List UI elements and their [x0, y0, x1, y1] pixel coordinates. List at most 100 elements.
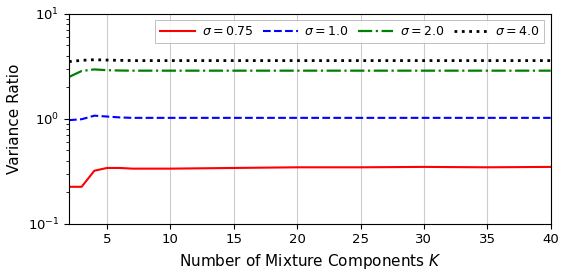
- $\sigma = 4.0$: [256, 59, 263, 62]
- $\sigma = 4.0$: [408, 59, 415, 62]
- $\sigma = 0.75$: [192, 167, 199, 170]
- $\sigma = 4.0$: [421, 59, 427, 62]
- $\sigma = 1.0$: [509, 116, 516, 120]
- $\sigma = 2.0$: [496, 69, 503, 72]
- $\sigma = 2.0$: [458, 69, 465, 72]
- $\sigma = 4.0$: [509, 59, 516, 62]
- Legend: $\sigma = 0.75$, $\sigma = 1.0$, $\sigma = 2.0$, $\sigma = 4.0$: $\sigma = 0.75$, $\sigma = 1.0$, $\sigma…: [156, 20, 544, 43]
- $\sigma = 1.0$: [91, 114, 98, 117]
- $\sigma = 0.75$: [294, 166, 301, 169]
- $\sigma = 0.75$: [421, 165, 427, 168]
- $\sigma = 2.0$: [319, 69, 326, 72]
- $\sigma = 1.0$: [256, 116, 263, 120]
- $\sigma = 1.0$: [192, 116, 199, 120]
- $\sigma = 2.0$: [256, 69, 263, 72]
- $\sigma = 4.0$: [192, 59, 199, 62]
- $\sigma = 2.0$: [192, 69, 199, 72]
- $\sigma = 2.0$: [294, 69, 301, 72]
- $\sigma = 4.0$: [471, 59, 478, 62]
- $\sigma = 0.75$: [395, 165, 402, 169]
- $\sigma = 0.75$: [306, 166, 313, 169]
- $\sigma = 2.0$: [383, 69, 389, 72]
- $\sigma = 0.75$: [78, 185, 85, 188]
- $\sigma = 0.75$: [129, 167, 136, 170]
- Line: $\sigma = 0.75$: $\sigma = 0.75$: [69, 167, 551, 187]
- $\sigma = 2.0$: [522, 69, 529, 72]
- $\sigma = 2.0$: [306, 69, 313, 72]
- $\sigma = 1.0$: [357, 116, 364, 120]
- $\sigma = 4.0$: [142, 59, 148, 62]
- $\sigma = 1.0$: [446, 116, 453, 120]
- $\sigma = 0.75$: [179, 167, 186, 170]
- $\sigma = 1.0$: [370, 116, 376, 120]
- $\sigma = 1.0$: [332, 116, 338, 120]
- $\sigma = 2.0$: [547, 69, 554, 72]
- $\sigma = 1.0$: [243, 116, 250, 120]
- $\sigma = 2.0$: [268, 69, 275, 72]
- $\sigma = 0.75$: [496, 166, 503, 169]
- Line: $\sigma = 2.0$: $\sigma = 2.0$: [69, 70, 551, 77]
- $\sigma = 1.0$: [66, 118, 72, 122]
- $\sigma = 0.75$: [281, 166, 288, 169]
- $\sigma = 1.0$: [535, 116, 542, 120]
- $\sigma = 4.0$: [129, 59, 136, 62]
- $\sigma = 4.0$: [167, 59, 174, 62]
- $\sigma = 4.0$: [370, 59, 376, 62]
- $\sigma = 1.0$: [458, 116, 465, 120]
- $\sigma = 0.75$: [116, 166, 123, 170]
- $\sigma = 0.75$: [104, 166, 110, 170]
- $\sigma = 0.75$: [345, 166, 351, 169]
- $\sigma = 2.0$: [446, 69, 453, 72]
- $\sigma = 4.0$: [155, 59, 161, 62]
- $\sigma = 2.0$: [243, 69, 250, 72]
- $\sigma = 1.0$: [230, 116, 237, 120]
- $\sigma = 0.75$: [484, 166, 491, 169]
- $\sigma = 2.0$: [484, 69, 491, 72]
- $\sigma = 4.0$: [294, 59, 301, 62]
- $\sigma = 1.0$: [218, 116, 225, 120]
- $\sigma = 0.75$: [230, 166, 237, 170]
- $\sigma = 0.75$: [243, 166, 250, 170]
- $\sigma = 0.75$: [357, 166, 364, 169]
- $\sigma = 1.0$: [496, 116, 503, 120]
- $\sigma = 4.0$: [66, 60, 72, 63]
- $\sigma = 4.0$: [268, 59, 275, 62]
- $\sigma = 2.0$: [357, 69, 364, 72]
- $\sigma = 2.0$: [395, 69, 402, 72]
- $\sigma = 4.0$: [179, 59, 186, 62]
- $\sigma = 1.0$: [129, 116, 136, 120]
- $\sigma = 1.0$: [484, 116, 491, 120]
- Line: $\sigma = 1.0$: $\sigma = 1.0$: [69, 116, 551, 120]
- $\sigma = 4.0$: [522, 59, 529, 62]
- $\sigma = 0.75$: [205, 167, 212, 170]
- $\sigma = 0.75$: [268, 166, 275, 169]
- $\sigma = 1.0$: [167, 116, 174, 120]
- $\sigma = 4.0$: [484, 59, 491, 62]
- $\sigma = 4.0$: [496, 59, 503, 62]
- $\sigma = 0.75$: [471, 166, 478, 169]
- $\sigma = 2.0$: [332, 69, 338, 72]
- $\sigma = 1.0$: [179, 116, 186, 120]
- $\sigma = 1.0$: [294, 116, 301, 120]
- $\sigma = 0.75$: [535, 165, 542, 169]
- $\sigma = 1.0$: [281, 116, 288, 120]
- $\sigma = 4.0$: [218, 59, 225, 62]
- $\sigma = 1.0$: [142, 116, 148, 120]
- $\sigma = 1.0$: [395, 116, 402, 120]
- $\sigma = 4.0$: [446, 59, 453, 62]
- $\sigma = 0.75$: [319, 166, 326, 169]
- $\sigma = 4.0$: [357, 59, 364, 62]
- $\sigma = 1.0$: [547, 116, 554, 120]
- $\sigma = 1.0$: [116, 116, 123, 119]
- $\sigma = 0.75$: [66, 185, 72, 188]
- $\sigma = 1.0$: [205, 116, 212, 120]
- $\sigma = 4.0$: [383, 59, 389, 62]
- $\sigma = 2.0$: [78, 69, 85, 73]
- $\sigma = 2.0$: [205, 69, 212, 72]
- $\sigma = 4.0$: [433, 59, 440, 62]
- $\sigma = 2.0$: [91, 68, 98, 71]
- $\sigma = 4.0$: [345, 59, 351, 62]
- $\sigma = 1.0$: [433, 116, 440, 120]
- $\sigma = 2.0$: [281, 69, 288, 72]
- X-axis label: Number of Mixture Components $K$: Number of Mixture Components $K$: [178, 252, 441, 271]
